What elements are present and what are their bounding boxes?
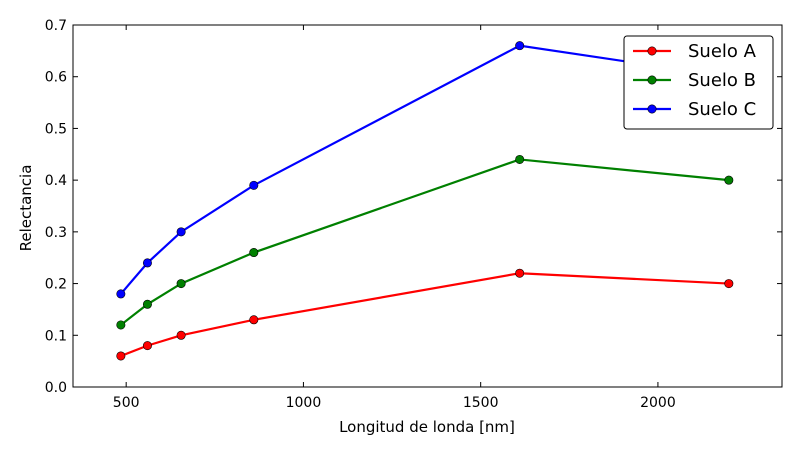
data-point <box>724 175 734 185</box>
legend-swatch-marker <box>647 104 657 114</box>
data-point <box>116 289 126 299</box>
series-suelo-a <box>116 268 734 361</box>
y-tick-label: 0.4 <box>45 173 67 189</box>
data-point <box>116 320 126 330</box>
data-point <box>142 341 152 351</box>
x-tick-label: 500 <box>113 395 140 411</box>
x-tick-label: 1000 <box>286 395 322 411</box>
legend-swatch-marker <box>647 75 657 85</box>
legend-box <box>623 35 774 130</box>
legend-swatch-marker <box>647 46 657 56</box>
legend-item: Suelo C <box>633 99 756 120</box>
y-axis-label: Relectancia <box>17 165 35 252</box>
legend-item: Suelo A <box>633 41 757 62</box>
ticks-layer: 500 1000 1500 2000 0.0 0.1 0.2 0.3 0.4 0.5 0.6 0.7 <box>45 18 782 411</box>
y-tick-label: 0.7 <box>45 18 67 34</box>
plot-frame <box>72 24 783 388</box>
data-point <box>249 248 259 258</box>
x-tick-label: 1500 <box>463 395 499 411</box>
x-axis-label: Longitud de londa [nm] <box>339 418 515 436</box>
legend-item: Suelo B <box>633 70 756 91</box>
data-point <box>142 258 152 268</box>
y-tick-label: 0.0 <box>45 380 67 396</box>
data-point <box>724 279 734 289</box>
series-suelo-b <box>116 154 734 330</box>
data-point <box>249 315 259 325</box>
y-tick-label: 0.3 <box>45 225 67 241</box>
series-line <box>120 272 729 357</box>
data-point <box>142 299 152 309</box>
legend: Suelo A Suelo B Suelo C <box>623 35 774 130</box>
x-tick-label: 2000 <box>640 395 676 411</box>
legend-label: Suelo A <box>688 41 757 62</box>
data-point <box>515 41 525 51</box>
data-point <box>176 227 186 237</box>
data-point <box>176 330 186 340</box>
y-tick-label: 0.6 <box>45 70 67 86</box>
legend-label: Suelo C <box>688 99 756 120</box>
legend-label: Suelo B <box>688 70 756 91</box>
data-point <box>515 268 525 278</box>
data-point <box>176 279 186 289</box>
data-point <box>515 154 525 164</box>
data-point <box>116 351 126 361</box>
data-point <box>249 180 259 190</box>
series-line <box>120 158 729 326</box>
series-layer <box>116 41 734 361</box>
y-tick-label: 0.2 <box>45 277 67 293</box>
series-suelo-c <box>116 41 734 299</box>
y-tick-label: 0.5 <box>45 121 67 137</box>
series-line <box>120 44 729 295</box>
y-tick-label: 0.1 <box>45 328 67 344</box>
